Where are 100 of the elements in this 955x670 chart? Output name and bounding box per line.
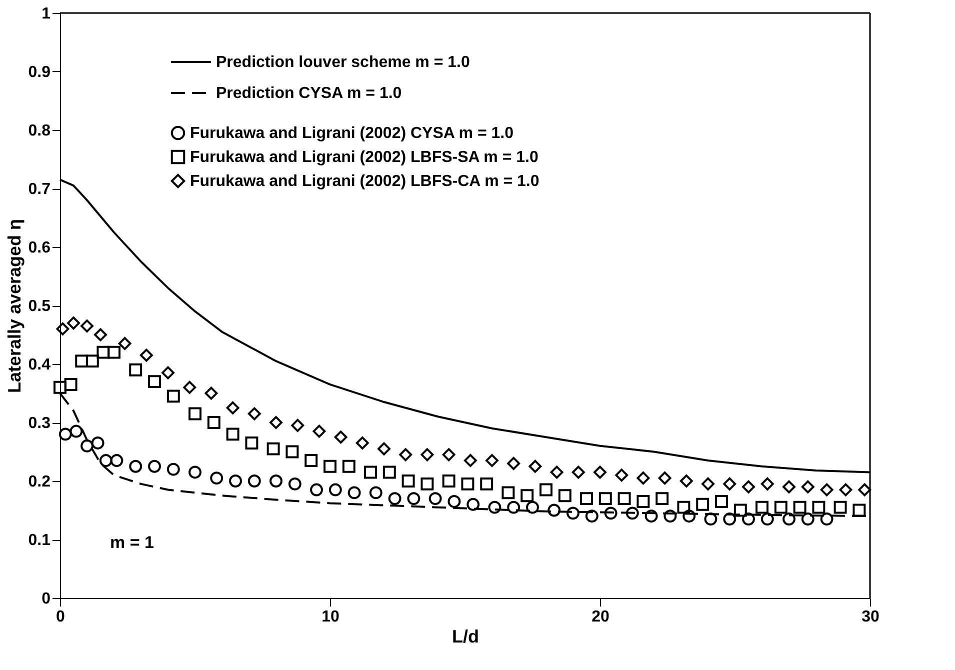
- point: [369, 486, 382, 500]
- point: [266, 442, 280, 456]
- point: [56, 322, 70, 336]
- point: [558, 489, 572, 502]
- point: [834, 500, 847, 514]
- point: [67, 316, 80, 330]
- point: [812, 500, 826, 514]
- point: [442, 448, 456, 462]
- y-tick-label: 0.5: [28, 298, 51, 315]
- point: [129, 460, 142, 473]
- point: [626, 506, 639, 520]
- point: [286, 445, 299, 458]
- point: [704, 512, 718, 526]
- point: [464, 454, 477, 467]
- point: [166, 390, 180, 403]
- point: [528, 460, 542, 473]
- point: [288, 477, 302, 490]
- legend-label: Prediction louver scheme m = 1.0: [216, 54, 470, 71]
- point: [782, 512, 796, 526]
- point: [715, 495, 728, 508]
- y-tick-label: 0.7: [28, 181, 51, 198]
- point: [839, 483, 852, 496]
- point: [742, 512, 755, 526]
- point: [188, 407, 202, 420]
- point: [388, 492, 402, 506]
- point: [328, 483, 342, 496]
- y-tick-label: 0.6: [28, 240, 51, 256]
- point: [442, 474, 456, 488]
- point: [566, 506, 580, 520]
- point: [598, 492, 612, 506]
- point: [507, 456, 520, 470]
- point: [594, 466, 606, 479]
- point: [99, 454, 112, 467]
- point: [580, 492, 593, 506]
- point: [356, 436, 369, 450]
- point: [204, 386, 218, 400]
- point: [782, 480, 796, 494]
- point: [664, 510, 677, 523]
- point: [96, 346, 110, 359]
- point: [793, 500, 806, 514]
- point: [334, 430, 348, 444]
- point: [548, 504, 561, 517]
- point: [304, 454, 318, 467]
- point: [742, 480, 755, 494]
- y-tick-label: 0.4: [28, 356, 51, 374]
- point: [162, 366, 174, 380]
- x-tick-label: 30: [862, 608, 880, 626]
- point: [636, 472, 650, 485]
- point: [382, 466, 396, 479]
- point: [80, 439, 94, 452]
- point: [94, 328, 107, 342]
- point: [858, 483, 872, 496]
- point: [324, 460, 336, 473]
- point: [270, 416, 282, 429]
- point: [378, 442, 390, 456]
- legend-label: Furukawa and Ligrani (2002) LBFS-CA m = 1.0: [190, 173, 540, 190]
- point: [129, 363, 142, 376]
- point: [644, 510, 658, 523]
- point: [140, 348, 153, 362]
- point: [188, 466, 202, 479]
- point: [110, 454, 124, 467]
- point: [407, 492, 420, 506]
- point: [702, 477, 714, 490]
- point: [229, 474, 242, 488]
- point: [420, 448, 434, 462]
- y-tick-label: 0.8: [28, 122, 51, 140]
- point: [148, 375, 161, 388]
- point: [207, 416, 220, 429]
- point: [248, 474, 261, 488]
- point: [488, 500, 502, 514]
- point: [364, 466, 377, 479]
- point: [502, 486, 515, 500]
- point: [656, 492, 669, 506]
- annotation: m = 1: [110, 533, 154, 552]
- point: [402, 474, 415, 488]
- point: [312, 424, 326, 438]
- point: [585, 510, 598, 523]
- legend-label: Furukawa and Ligrani (2002) LBFS-SA m = 1.0: [190, 149, 538, 166]
- point: [696, 498, 710, 511]
- point: [852, 504, 866, 517]
- point: [507, 500, 520, 514]
- point: [760, 512, 774, 526]
- point: [54, 380, 66, 394]
- point: [820, 512, 834, 526]
- point: [572, 466, 585, 479]
- point: [550, 466, 564, 479]
- point: [291, 418, 304, 432]
- point: [801, 480, 814, 494]
- point: [723, 512, 736, 526]
- point: [677, 500, 690, 514]
- y-axis-title: Laterally averaged η: [4, 218, 24, 394]
- point: [428, 492, 442, 506]
- point: [723, 477, 736, 490]
- point: [820, 483, 834, 496]
- point: [520, 489, 534, 502]
- point: [682, 510, 696, 523]
- point: [540, 483, 552, 496]
- point: [604, 506, 618, 520]
- point: [148, 460, 161, 473]
- point: [91, 436, 104, 450]
